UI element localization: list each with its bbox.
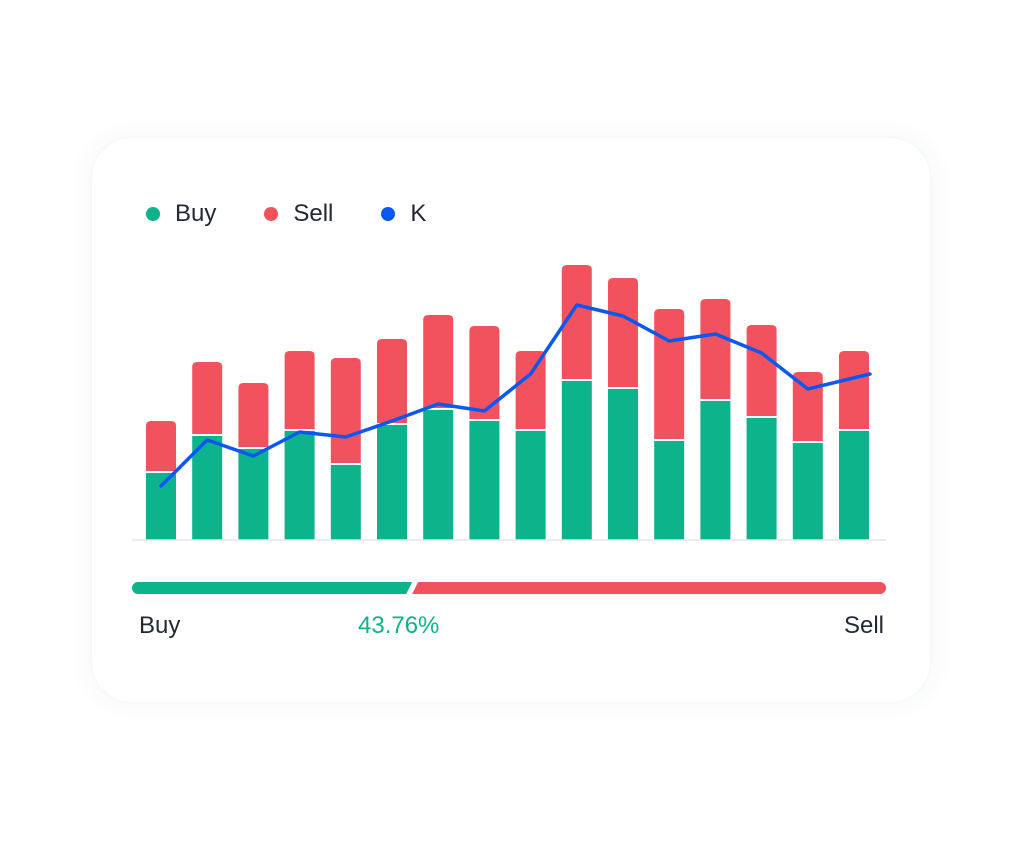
chart-card [92,138,930,702]
bar-sell-10[interactable] [561,265,592,380]
chart-legend: Buy Sell K [146,200,426,228]
bar-buy-11[interactable] [608,388,638,540]
bar-buy-2[interactable] [192,435,223,540]
bar-sell-8[interactable] [469,326,500,420]
bar-sell-15[interactable] [792,372,823,442]
ratio-label-sell: Sell [843,612,884,639]
bar-buy-9[interactable] [515,430,546,540]
bar-buy-3[interactable] [238,448,269,540]
legend-dot-buy [146,207,160,221]
bar-sell-3[interactable] [238,383,269,448]
bar-sell-11[interactable] [608,278,638,388]
line-k[interactable] [159,303,872,488]
legend-label-buy: Buy [175,200,217,227]
bar-buy-7[interactable] [423,409,454,540]
ratio-percent-label: 43.76% [358,612,440,639]
ratio-bar-buy [132,582,413,594]
bar-sell-7[interactable] [423,315,454,409]
bar-sell-5[interactable] [330,358,361,464]
bar-sell-4[interactable] [284,351,315,430]
bars-layer [146,265,869,540]
bar-buy-4[interactable] [284,430,315,540]
bar-buy-16[interactable] [839,430,869,540]
bar-buy-6[interactable] [377,424,407,540]
legend-item-k[interactable]: K [381,200,426,228]
legend-dot-sell [264,207,279,221]
bar-sell-16[interactable] [839,351,869,430]
legend-item-buy[interactable]: Buy [146,200,216,228]
bar-sell-9[interactable] [515,351,546,430]
bar-buy-1[interactable] [146,472,176,540]
bar-sell-14[interactable] [746,325,777,417]
legend-label-k: K [410,200,427,227]
bar-sell-12[interactable] [654,309,685,440]
bar-sell-2[interactable] [192,362,223,435]
bar-buy-5[interactable] [330,464,361,540]
ratio-label-buy: Buy [139,612,181,639]
ratio-bar-sell [412,582,886,594]
bar-buy-15[interactable] [792,442,823,540]
bar-buy-10[interactable] [561,380,592,540]
bar-buy-8[interactable] [469,420,500,540]
line-layer [159,303,872,488]
bar-sell-1[interactable] [146,421,176,472]
ratio-bar [132,582,886,594]
legend-item-sell[interactable]: Sell [264,200,333,228]
bar-buy-13[interactable] [700,400,731,540]
legend-dot-k [381,207,396,221]
bar-sell-13[interactable] [700,299,731,400]
bar-sell-6[interactable] [377,339,407,424]
bar-buy-12[interactable] [654,440,685,540]
legend-label-sell: Sell [293,200,334,227]
bar-buy-14[interactable] [746,417,777,540]
